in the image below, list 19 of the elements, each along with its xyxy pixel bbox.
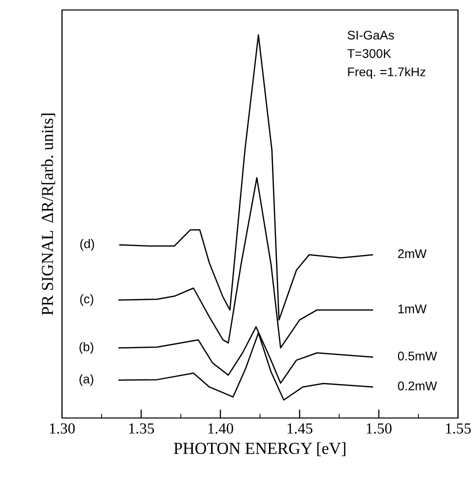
y-axis-title: PR SIGNAL ΔR/R[arb. units] xyxy=(41,114,56,316)
annotation: (c) xyxy=(80,294,94,306)
annotation: (b) xyxy=(80,342,94,354)
x-axis-title: PHOTON ENERGY [eV] xyxy=(174,442,346,456)
annotation: T=300K xyxy=(347,49,392,58)
annotation: (d) xyxy=(80,239,94,251)
x-tick-label: 1.30 xyxy=(50,423,75,434)
x-tick-label: 1.55 xyxy=(446,423,471,434)
annotation: Freq. =1.7kHz xyxy=(348,67,426,79)
annotation: (a) xyxy=(80,374,94,386)
text: 0.2mW xyxy=(398,381,438,390)
text: 0.5mW xyxy=(398,352,438,360)
annotation: SI-GaAs xyxy=(348,30,394,40)
x-tick-label: 1.40 xyxy=(208,423,234,434)
x-tick-label: 1.50 xyxy=(366,423,392,434)
text: 1mW xyxy=(398,304,427,314)
text: 2mW xyxy=(398,249,427,258)
x-tick-label: 1.35 xyxy=(129,423,154,434)
x-tick-label: 1.45 xyxy=(288,423,312,434)
